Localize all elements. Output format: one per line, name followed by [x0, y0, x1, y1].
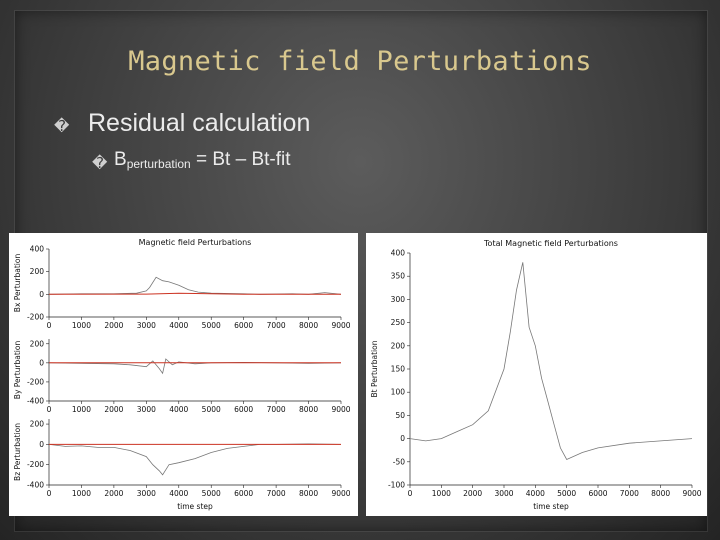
y-tick-label: 250 [391, 318, 406, 327]
x-tick-label: 2000 [104, 489, 123, 498]
x-tick-label: 1000 [72, 405, 91, 414]
y-tick-label: 200 [30, 420, 45, 429]
x-tick-label: 9000 [682, 489, 701, 498]
y-tick-label: 400 [391, 249, 406, 258]
component-perturbation-plots: Magnetic field Perturbations Bx Perturbat… [9, 233, 358, 516]
y-tick-label: 150 [391, 365, 406, 374]
y-tick-label: 0 [39, 358, 44, 367]
x-tick-label: 4000 [169, 489, 188, 498]
chart-title: Total Magnetic field Perturbations [483, 239, 618, 248]
x-tick-label: 7000 [267, 321, 286, 330]
x-tick-label: 6000 [588, 489, 607, 498]
x-tick-label: 8000 [299, 321, 318, 330]
total-perturbation-plot: Total Magnetic field Perturbations Bt Per… [366, 233, 707, 516]
y-tick-label: 200 [391, 341, 406, 350]
x-tick-label: 0 [47, 321, 52, 330]
x-tick-label: 0 [47, 405, 52, 414]
x-tick-label: 1000 [72, 321, 91, 330]
y-tick-label: 0 [39, 290, 44, 299]
x-axis-label: time step [177, 502, 213, 511]
data-line [409, 262, 693, 461]
formula-b: B [114, 149, 127, 170]
y-tick-label: -100 [388, 481, 405, 490]
y-tick-label: -50 [393, 457, 405, 466]
chart-3: Total Magnetic field Perturbations Bt Per… [370, 239, 702, 511]
x-tick-label: 6000 [234, 405, 253, 414]
x-tick-label: 5000 [202, 321, 221, 330]
fit-line [48, 292, 341, 295]
y-axis-label: Bz Perturbation [13, 423, 22, 481]
x-tick-label: 2000 [104, 321, 123, 330]
data-line [48, 443, 342, 476]
x-tick-label: 3000 [137, 321, 156, 330]
x-tick-label: 3000 [137, 405, 156, 414]
x-tick-label: 4000 [169, 405, 188, 414]
x-tick-label: 7000 [267, 405, 286, 414]
x-tick-label: 4000 [169, 321, 188, 330]
x-tick-label: 7000 [267, 489, 286, 498]
x-axis-label: time step [533, 502, 569, 511]
x-tick-label: 1000 [72, 489, 91, 498]
bullet-residual-calculation: Residual calculation [88, 109, 311, 137]
x-tick-label: 9000 [331, 405, 350, 414]
y-tick-label: 0 [400, 434, 405, 443]
slide-title: Magnetic field Perturbations [128, 46, 592, 77]
x-tick-label: 5000 [557, 489, 576, 498]
formula-rest: = Bt – Bt-fit [190, 149, 291, 170]
x-tick-label: 5000 [202, 405, 221, 414]
data-line [48, 358, 342, 375]
y-tick-label: 200 [30, 339, 45, 348]
chart-0: Magnetic field Perturbations Bx Perturbat… [13, 238, 351, 330]
chart-title: Magnetic field Perturbations [139, 238, 252, 247]
x-tick-label: 0 [47, 489, 52, 498]
total-perturbation-svg: Total Magnetic field Perturbations Bt Per… [370, 239, 702, 511]
bullet-icon: � [54, 118, 70, 135]
component-perturbation-svg: Magnetic field Perturbations Bx Perturbat… [13, 238, 351, 511]
sub-bullet-icon: � [92, 155, 108, 172]
x-tick-label: 9000 [331, 489, 350, 498]
x-tick-label: 9000 [331, 321, 350, 330]
bullet-formula: Bperturbation = Bt – Bt-fit [114, 149, 291, 171]
y-tick-label: 0 [39, 440, 44, 449]
x-tick-label: 1000 [432, 489, 451, 498]
y-tick-label: -400 [27, 397, 44, 406]
y-tick-label: 50 [395, 411, 405, 420]
x-tick-label: 6000 [234, 489, 253, 498]
y-axis-label: Bx Perturbation [13, 254, 22, 313]
y-tick-label: -400 [27, 481, 44, 490]
x-tick-label: 8000 [299, 405, 318, 414]
x-tick-label: 8000 [299, 489, 318, 498]
y-tick-label: -200 [27, 313, 44, 322]
x-tick-label: 3000 [137, 489, 156, 498]
y-tick-label: 350 [391, 272, 406, 281]
x-tick-label: 3000 [494, 489, 513, 498]
y-tick-label: -200 [27, 460, 44, 469]
y-axis-label: By Perturbation [13, 341, 22, 400]
y-tick-label: 100 [391, 388, 406, 397]
y-axis-label: Bt Perturbation [370, 340, 379, 397]
y-tick-label: -200 [27, 377, 44, 386]
x-tick-label: 8000 [651, 489, 670, 498]
y-tick-label: 200 [30, 267, 45, 276]
x-tick-label: 6000 [234, 321, 253, 330]
x-tick-label: 2000 [463, 489, 482, 498]
x-tick-label: 4000 [526, 489, 545, 498]
x-tick-label: 2000 [104, 405, 123, 414]
y-tick-label: 400 [30, 245, 45, 254]
x-tick-label: 0 [408, 489, 413, 498]
data-line [48, 276, 342, 295]
y-tick-label: 300 [391, 295, 406, 304]
formula-subscript: perturbation [126, 157, 191, 171]
x-tick-label: 5000 [202, 489, 221, 498]
x-tick-label: 7000 [620, 489, 639, 498]
